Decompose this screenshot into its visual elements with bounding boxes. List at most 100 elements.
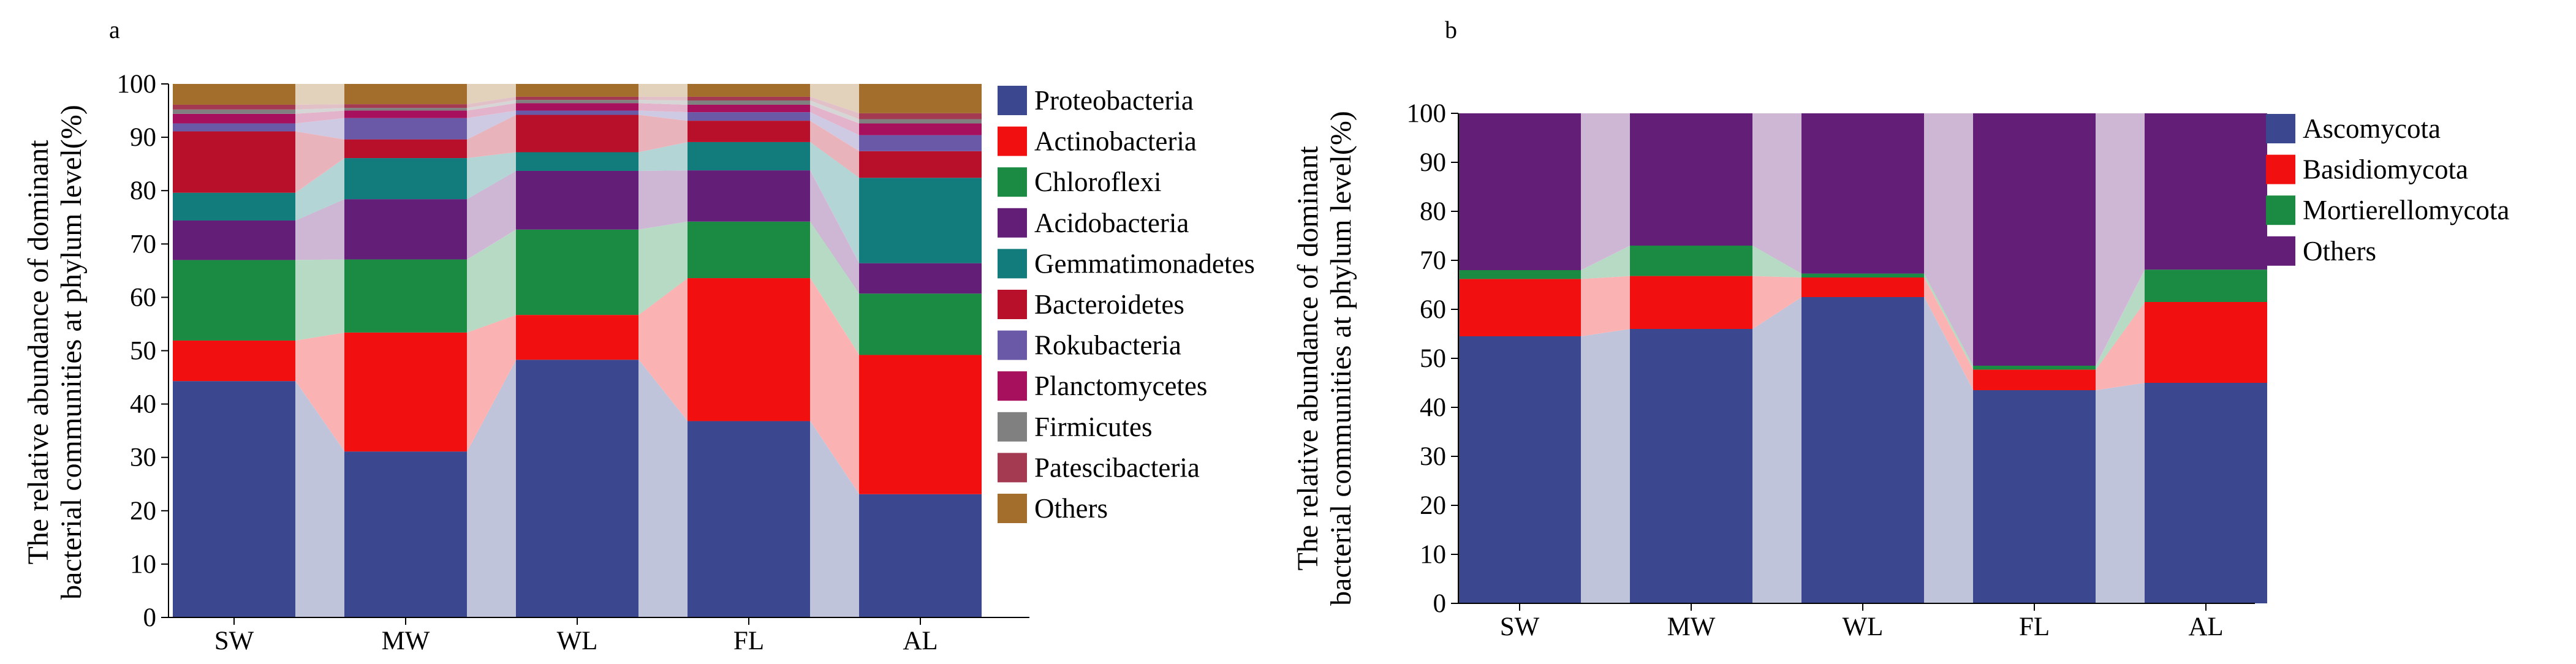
flow-band-mortierellomycota bbox=[1924, 273, 1973, 370]
bar-sw-planctomycetes bbox=[173, 113, 295, 124]
flow-band-ascomycota bbox=[2096, 383, 2145, 603]
bar-fl-bacteroidetes bbox=[688, 121, 810, 142]
legend-label-patescibacteria: Patescibacteria bbox=[1034, 452, 1200, 483]
legend-label-others: Others bbox=[1034, 493, 1108, 524]
bar-fl-proteobacteria bbox=[688, 421, 810, 617]
bar-fl-actinobacteria bbox=[688, 278, 810, 421]
x-tick-label: FL bbox=[2019, 613, 2050, 641]
y-tick-label: 10 bbox=[1420, 540, 1446, 569]
flow-band-rokubacteria bbox=[810, 112, 859, 151]
bar-sw-firmicutes bbox=[173, 109, 295, 114]
flow-band-others bbox=[638, 84, 688, 97]
flow-band-patescibacteria bbox=[295, 104, 344, 110]
bar-al-rokubacteria bbox=[859, 135, 982, 151]
legend-swatch-acidobacteria bbox=[998, 208, 1027, 238]
legend-swatch-planctomycetes bbox=[998, 371, 1027, 401]
bar-mw-basidiomycota bbox=[1630, 276, 1752, 329]
flow-band-chloroflexi bbox=[295, 259, 344, 341]
flow-band-gemmatimonadetes bbox=[467, 152, 516, 200]
y-tick-label: 0 bbox=[1433, 589, 1447, 618]
legend-swatch-actinobacteria bbox=[998, 126, 1027, 156]
bar-fl-acidobacteria bbox=[688, 170, 810, 222]
panel-b: b 0 10 20 30 40 50 60 70 80 90 100 SW MW WL FL AL The rel… bbox=[1292, 16, 2509, 641]
legend-swatch-ascomycota bbox=[2266, 114, 2295, 143]
legend-label-proteobacteria: Proteobacteria bbox=[1034, 85, 1194, 116]
bar-sw-patescibacteria bbox=[173, 104, 295, 110]
y-tick-label: 20 bbox=[1420, 491, 1446, 520]
bar-fl-basidiomycota bbox=[1973, 369, 2096, 390]
y-tick-label: 80 bbox=[1420, 197, 1446, 226]
bar-fl-others bbox=[688, 84, 810, 97]
legend-label-gemmatimonadetes: Gemmatimonadetes bbox=[1034, 248, 1255, 279]
legend-swatch-firmicutes bbox=[998, 412, 1027, 442]
bar-sw-ascomycota bbox=[1458, 336, 1581, 603]
bar-mw-firmicutes bbox=[344, 108, 467, 111]
flow-band-chloroflexi bbox=[467, 229, 516, 333]
bar-mw-rokubacteria bbox=[344, 118, 467, 140]
y-tick-label: 70 bbox=[1420, 246, 1446, 275]
flow-band-gemmatimonadetes bbox=[638, 141, 688, 171]
legend-swatch-others bbox=[2266, 236, 2295, 266]
flow-band-proteobacteria bbox=[295, 381, 344, 617]
bar-al-proteobacteria bbox=[859, 494, 982, 617]
bar-mw-others bbox=[1630, 113, 1752, 246]
flow-band-acidobacteria bbox=[810, 170, 859, 294]
legend-swatch-others bbox=[998, 494, 1027, 523]
y-tick-label: 90 bbox=[1420, 148, 1446, 177]
bar-sw-basidiomycota bbox=[1458, 279, 1581, 336]
bar-mw-others bbox=[344, 84, 467, 105]
y-tick-label: 60 bbox=[130, 283, 156, 312]
bar-wl-planctomycetes bbox=[516, 103, 638, 111]
bar-mw-ascomycota bbox=[1630, 329, 1752, 603]
bar-sw-rokubacteria bbox=[173, 123, 295, 132]
flow-band-actinobacteria bbox=[810, 278, 859, 494]
y-axis-title: The relative abundance of dominant bacter… bbox=[1292, 111, 1357, 606]
flow-band-others bbox=[1581, 113, 1630, 270]
flow-band-basidiomycota bbox=[1752, 276, 1801, 329]
y-tick-label: 40 bbox=[1420, 393, 1446, 422]
bar-al-bacteroidetes bbox=[859, 151, 982, 178]
legend-swatch-gemmatimonadetes bbox=[998, 249, 1027, 279]
y-tick-label: 10 bbox=[130, 550, 156, 579]
bar-sw-others bbox=[173, 84, 295, 105]
y-tick-label: 50 bbox=[130, 337, 156, 366]
legend-swatch-mortierellomycota bbox=[2266, 195, 2295, 225]
flow-band-others bbox=[810, 84, 859, 113]
bar-sw-acidobacteria bbox=[173, 220, 295, 260]
legend-swatch-chloroflexi bbox=[998, 167, 1027, 197]
flow-band-actinobacteria bbox=[295, 332, 344, 452]
flow-band-acidobacteria bbox=[638, 170, 688, 230]
bar-mw-proteobacteria bbox=[344, 451, 467, 617]
bar-sw-actinobacteria bbox=[173, 340, 295, 382]
bar-wl-acidobacteria bbox=[516, 170, 638, 230]
bar-al-basidiomycota bbox=[2145, 302, 2267, 383]
bar-al-ascomycota bbox=[2145, 383, 2267, 603]
legend-label-mortierellomycota: Mortierellomycota bbox=[2303, 195, 2509, 225]
bar-al-patescibacteria bbox=[859, 113, 982, 119]
bar-mw-gemmatimonadetes bbox=[344, 158, 467, 200]
x-tick-label: WL bbox=[557, 627, 598, 655]
flow-band-gemmatimonadetes bbox=[810, 141, 859, 263]
y-tick-label: 30 bbox=[130, 443, 156, 472]
bar-wl-ascomycota bbox=[1801, 297, 1924, 603]
flow-band-firmicutes bbox=[295, 108, 344, 114]
flow-band-basidiomycota bbox=[2096, 302, 2145, 390]
panel-letter: b bbox=[1445, 16, 1457, 43]
y-tick-label: 30 bbox=[1420, 442, 1446, 471]
flow-band-actinobacteria bbox=[638, 278, 688, 421]
bar-al-others bbox=[2145, 113, 2267, 270]
bar-al-planctomycetes bbox=[859, 123, 982, 135]
flow-band-patescibacteria bbox=[810, 96, 859, 119]
bar-al-others bbox=[859, 84, 982, 113]
bar-al-actinobacteria bbox=[859, 355, 982, 494]
flow-band-planctomycetes bbox=[810, 104, 859, 135]
flow-band-rokubacteria bbox=[295, 118, 344, 140]
flow-band-actinobacteria bbox=[467, 315, 516, 452]
flow-band-rokubacteria bbox=[638, 110, 688, 121]
legend-swatch-rokubacteria bbox=[998, 330, 1027, 360]
y-axis-title-line: bacterial communities at phylum level(%) bbox=[1325, 111, 1357, 606]
bar-wl-bacteroidetes bbox=[516, 115, 638, 153]
bar-al-chloroflexi bbox=[859, 293, 982, 355]
bar-wl-mortierellomycota bbox=[1801, 273, 1924, 277]
